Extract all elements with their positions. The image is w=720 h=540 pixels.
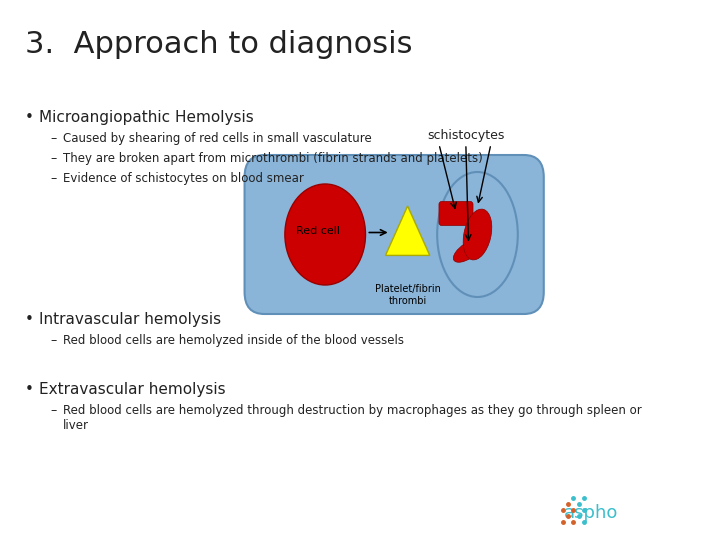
Ellipse shape	[463, 209, 492, 260]
Text: 3.  Approach to diagnosis: 3. Approach to diagnosis	[25, 30, 413, 59]
Text: –: –	[50, 152, 56, 165]
FancyBboxPatch shape	[439, 201, 473, 226]
Text: Intravascular hemolysis: Intravascular hemolysis	[40, 312, 222, 327]
Text: Platelet/fibrin
thrombi: Platelet/fibrin thrombi	[374, 284, 441, 306]
Text: –: –	[50, 172, 56, 185]
Ellipse shape	[285, 184, 366, 285]
Text: aspho: aspho	[564, 504, 618, 522]
Text: Microangiopathic Hemolysis: Microangiopathic Hemolysis	[40, 110, 254, 125]
Text: –: –	[50, 132, 56, 145]
Text: •: •	[25, 312, 34, 327]
Text: •: •	[25, 110, 34, 125]
Text: Red blood cells are hemolyzed inside of the blood vessels: Red blood cells are hemolyzed inside of …	[63, 334, 404, 347]
Text: Extravascular hemolysis: Extravascular hemolysis	[40, 382, 226, 397]
Text: schistocytes: schistocytes	[427, 129, 505, 142]
Text: Red cell: Red cell	[296, 226, 340, 235]
Text: –: –	[50, 334, 56, 347]
Text: They are broken apart from microthrombi (fibrin strands and platelets): They are broken apart from microthrombi …	[63, 152, 482, 165]
Polygon shape	[385, 206, 430, 255]
Text: •: •	[25, 382, 34, 397]
Text: –: –	[50, 404, 56, 417]
Ellipse shape	[437, 172, 518, 297]
FancyBboxPatch shape	[245, 155, 544, 314]
Ellipse shape	[454, 239, 484, 262]
Text: Caused by shearing of red cells in small vasculature: Caused by shearing of red cells in small…	[63, 132, 372, 145]
Text: Evidence of schistocytes on blood smear: Evidence of schistocytes on blood smear	[63, 172, 304, 185]
Text: Red blood cells are hemolyzed through destruction by macrophages as they go thro: Red blood cells are hemolyzed through de…	[63, 404, 642, 432]
